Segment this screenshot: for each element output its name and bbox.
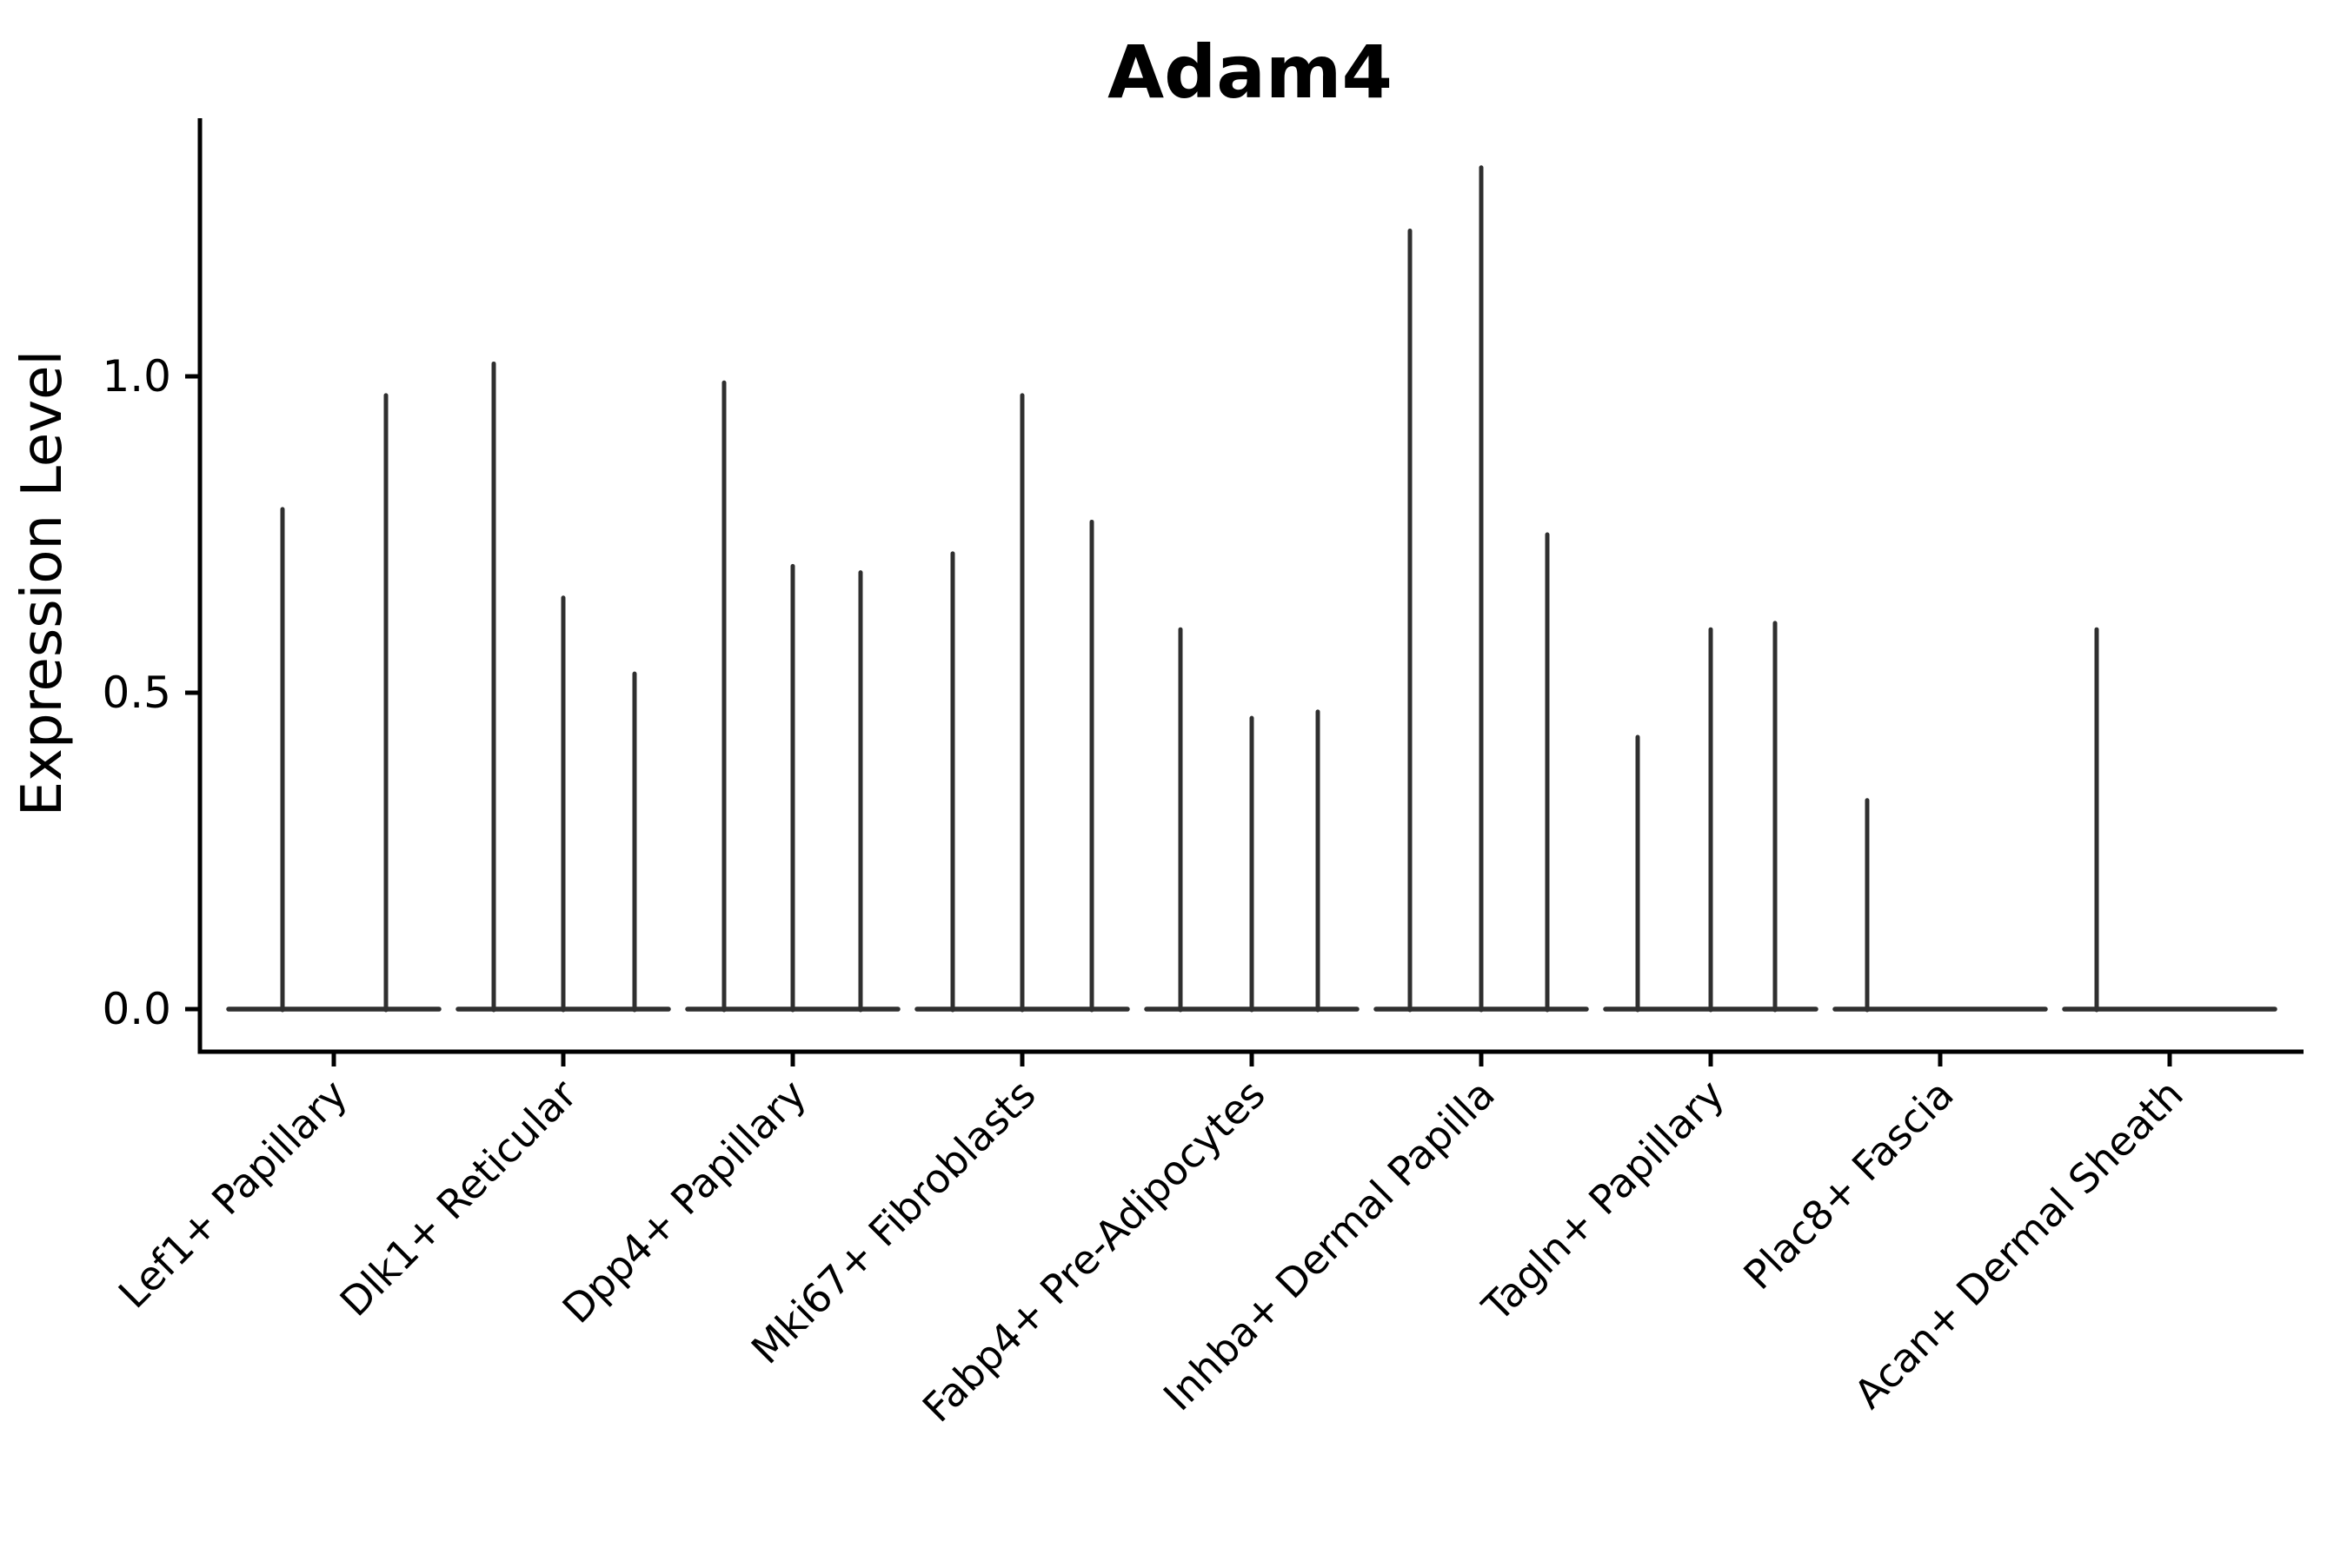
y-tick-label: 0.0 (102, 984, 171, 1034)
x-tick-label: Plac8+ Fascia (1734, 1071, 1962, 1299)
x-tick-label: Lef1+ Papillary (110, 1071, 356, 1318)
x-tick-label: Tagln+ Papillary (1473, 1071, 1733, 1332)
y-axis-ticks: 0.0 0.5 1.0 (102, 351, 198, 1034)
y-axis-label: Expression Level (10, 350, 75, 817)
y-tick-label: 1.0 (102, 351, 171, 402)
violins (226, 165, 2277, 1013)
y-tick-label: 0.5 (102, 668, 171, 718)
chart-title: Adam4 (1107, 30, 1393, 115)
x-tick-label: Dpp4+ Papillary (554, 1071, 815, 1332)
x-tick-label: Dlk1+ Reticular (331, 1071, 586, 1325)
